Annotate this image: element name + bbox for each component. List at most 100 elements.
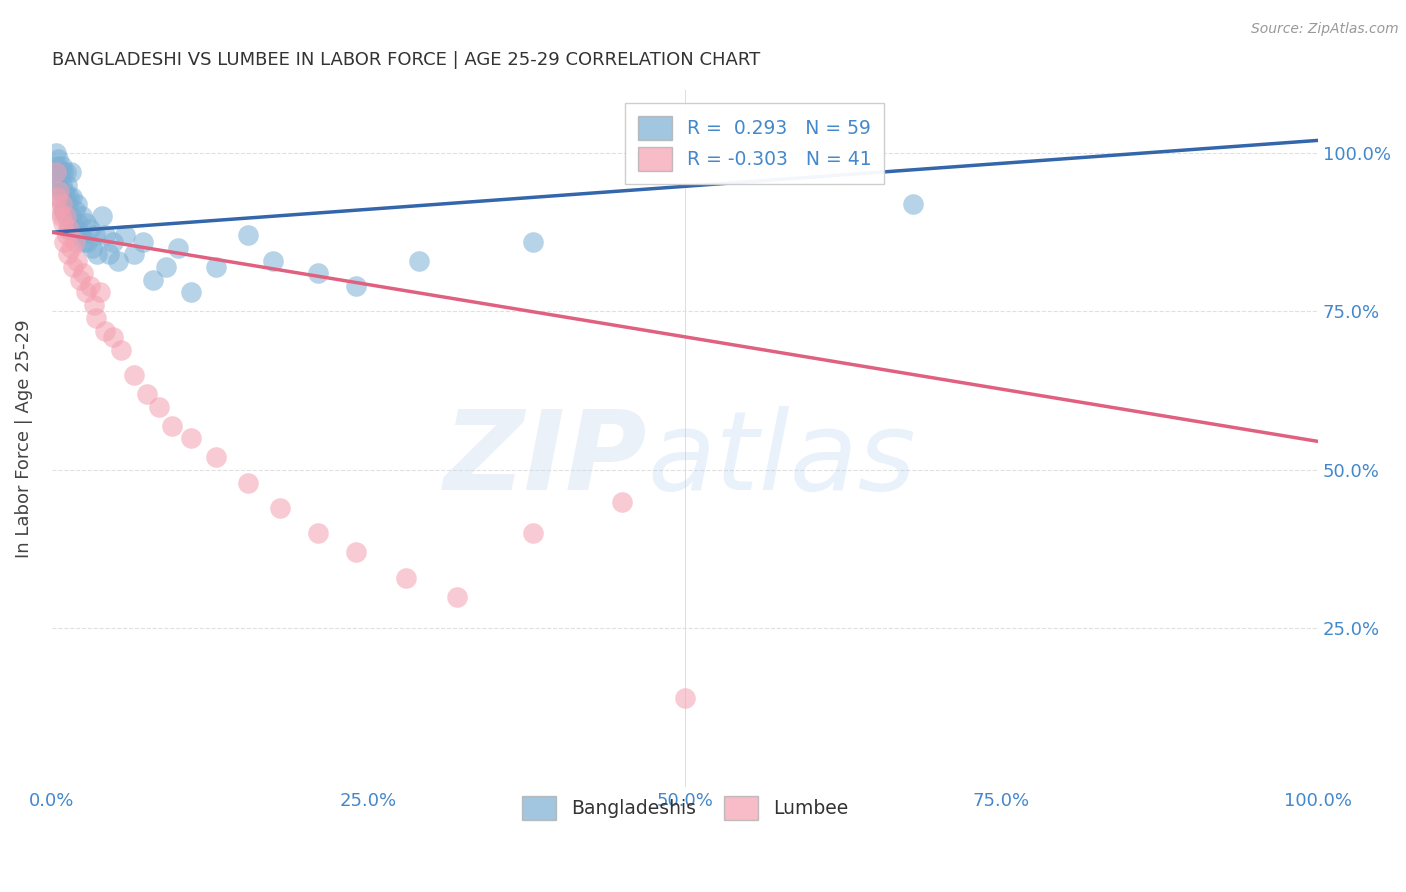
Lumbee (59, 241, 82, 255)
Lumbee (307, 526, 329, 541)
Lumbee (269, 500, 291, 515)
Lumbee (83, 298, 105, 312)
Lumbee (344, 545, 367, 559)
Bangladeshis (48, 171, 70, 186)
Bangladeshis (408, 253, 430, 268)
Bangladeshis (82, 241, 104, 255)
Bangladeshis (62, 216, 84, 230)
Bangladeshis (236, 228, 259, 243)
Bangladeshis (45, 159, 67, 173)
Bangladeshis (55, 165, 77, 179)
Bangladeshis (70, 210, 93, 224)
Lumbee (89, 285, 111, 300)
Legend: Bangladeshis, Lumbee: Bangladeshis, Lumbee (509, 783, 860, 833)
Lumbee (236, 475, 259, 490)
Lumbee (110, 343, 132, 357)
Bangladeshis (901, 196, 924, 211)
Bangladeshis (101, 235, 124, 249)
Text: ZIP: ZIP (443, 406, 647, 513)
Bangladeshis (79, 222, 101, 236)
Lumbee (205, 450, 228, 465)
Lumbee (46, 203, 69, 218)
Text: atlas: atlas (647, 406, 915, 513)
Bangladeshis (49, 165, 72, 179)
Bangladeshis (52, 203, 75, 218)
Lumbee (522, 526, 544, 541)
Bangladeshis (307, 267, 329, 281)
Bangladeshis (59, 210, 82, 224)
Bangladeshis (53, 184, 76, 198)
Lumbee (72, 267, 94, 281)
Bangladeshis (55, 190, 77, 204)
Lumbee (55, 210, 77, 224)
Lumbee (148, 400, 170, 414)
Bangladeshis (76, 235, 98, 249)
Bangladeshis (60, 190, 83, 204)
Lumbee (94, 324, 117, 338)
Lumbee (58, 222, 80, 236)
Lumbee (135, 387, 157, 401)
Bangladeshis (53, 203, 76, 218)
Lumbee (48, 184, 70, 198)
Bangladeshis (97, 247, 120, 261)
Bangladeshis (94, 228, 117, 243)
Lumbee (180, 431, 202, 445)
Lumbee (79, 279, 101, 293)
Lumbee (62, 260, 84, 274)
Bangladeshis (83, 228, 105, 243)
Bangladeshis (114, 228, 136, 243)
Lumbee (673, 691, 696, 706)
Bangladeshis (58, 196, 80, 211)
Lumbee (56, 228, 79, 243)
Lumbee (610, 494, 633, 508)
Bangladeshis (67, 216, 90, 230)
Lumbee (52, 216, 75, 230)
Bangladeshis (205, 260, 228, 274)
Bangladeshis (52, 165, 75, 179)
Lumbee (53, 235, 76, 249)
Bangladeshis (45, 165, 67, 179)
Bangladeshis (167, 241, 190, 255)
Bangladeshis (132, 235, 155, 249)
Bangladeshis (65, 222, 87, 236)
Bangladeshis (45, 146, 67, 161)
Bangladeshis (180, 285, 202, 300)
Lumbee (45, 190, 67, 204)
Lumbee (446, 590, 468, 604)
Bangladeshis (51, 159, 73, 173)
Bangladeshis (69, 228, 91, 243)
Bangladeshis (86, 247, 108, 261)
Bangladeshis (56, 210, 79, 224)
Lumbee (45, 165, 67, 179)
Lumbee (160, 418, 183, 433)
Bangladeshis (107, 253, 129, 268)
Bangladeshis (66, 196, 89, 211)
Bangladeshis (46, 153, 69, 167)
Lumbee (101, 330, 124, 344)
Lumbee (75, 285, 97, 300)
Lumbee (69, 273, 91, 287)
Bangladeshis (122, 247, 145, 261)
Bangladeshis (49, 184, 72, 198)
Bangladeshis (46, 178, 69, 192)
Bangladeshis (522, 235, 544, 249)
Y-axis label: In Labor Force | Age 25-29: In Labor Force | Age 25-29 (15, 319, 32, 558)
Lumbee (66, 253, 89, 268)
Lumbee (49, 210, 72, 224)
Lumbee (84, 310, 107, 325)
Bangladeshis (142, 273, 165, 287)
Text: BANGLADESHI VS LUMBEE IN LABOR FORCE | AGE 25-29 CORRELATION CHART: BANGLADESHI VS LUMBEE IN LABOR FORCE | A… (52, 51, 761, 69)
Lumbee (122, 368, 145, 382)
Bangladeshis (262, 253, 284, 268)
Lumbee (51, 196, 73, 211)
Bangladeshis (48, 190, 70, 204)
Lumbee (58, 247, 80, 261)
Bangladeshis (155, 260, 177, 274)
Bangladeshis (91, 210, 114, 224)
Text: Source: ZipAtlas.com: Source: ZipAtlas.com (1251, 22, 1399, 37)
Bangladeshis (63, 203, 86, 218)
Bangladeshis (344, 279, 367, 293)
Bangladeshis (59, 165, 82, 179)
Bangladeshis (56, 178, 79, 192)
Bangladeshis (58, 190, 80, 204)
